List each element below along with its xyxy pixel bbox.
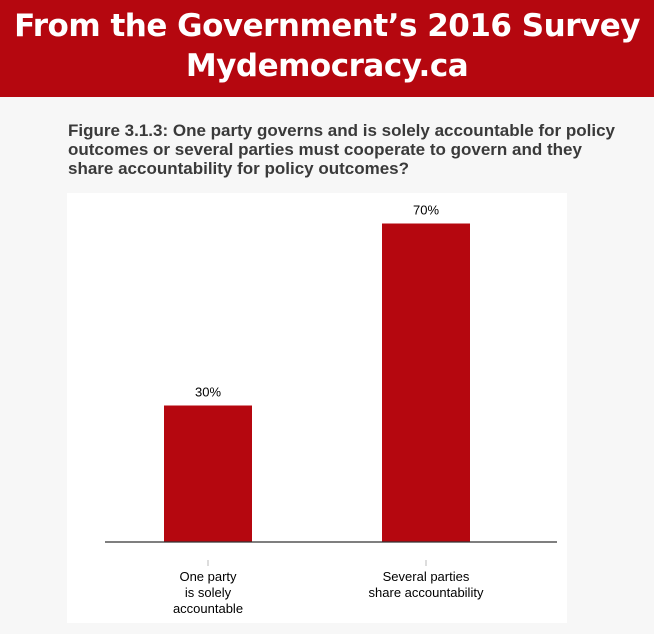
x-tick-label-2: Several parties share accountability — [369, 569, 484, 600]
chart-panel — [67, 193, 567, 623]
figure-title: Figure 3.1.3: One party governs and is s… — [68, 121, 615, 178]
data-label-2: 70% — [413, 203, 439, 218]
bar-1 — [164, 405, 252, 542]
data-label-1: 30% — [195, 385, 221, 400]
header-title: From the Government’s 2016 Survey — [14, 8, 640, 44]
x-tick-label-1: One party is solely accountable — [173, 569, 243, 616]
header-banner: From the Government’s 2016 Survey Mydemo… — [0, 0, 654, 97]
bar-2 — [382, 223, 470, 542]
header-subtitle: Mydemocracy.ca — [185, 48, 469, 84]
